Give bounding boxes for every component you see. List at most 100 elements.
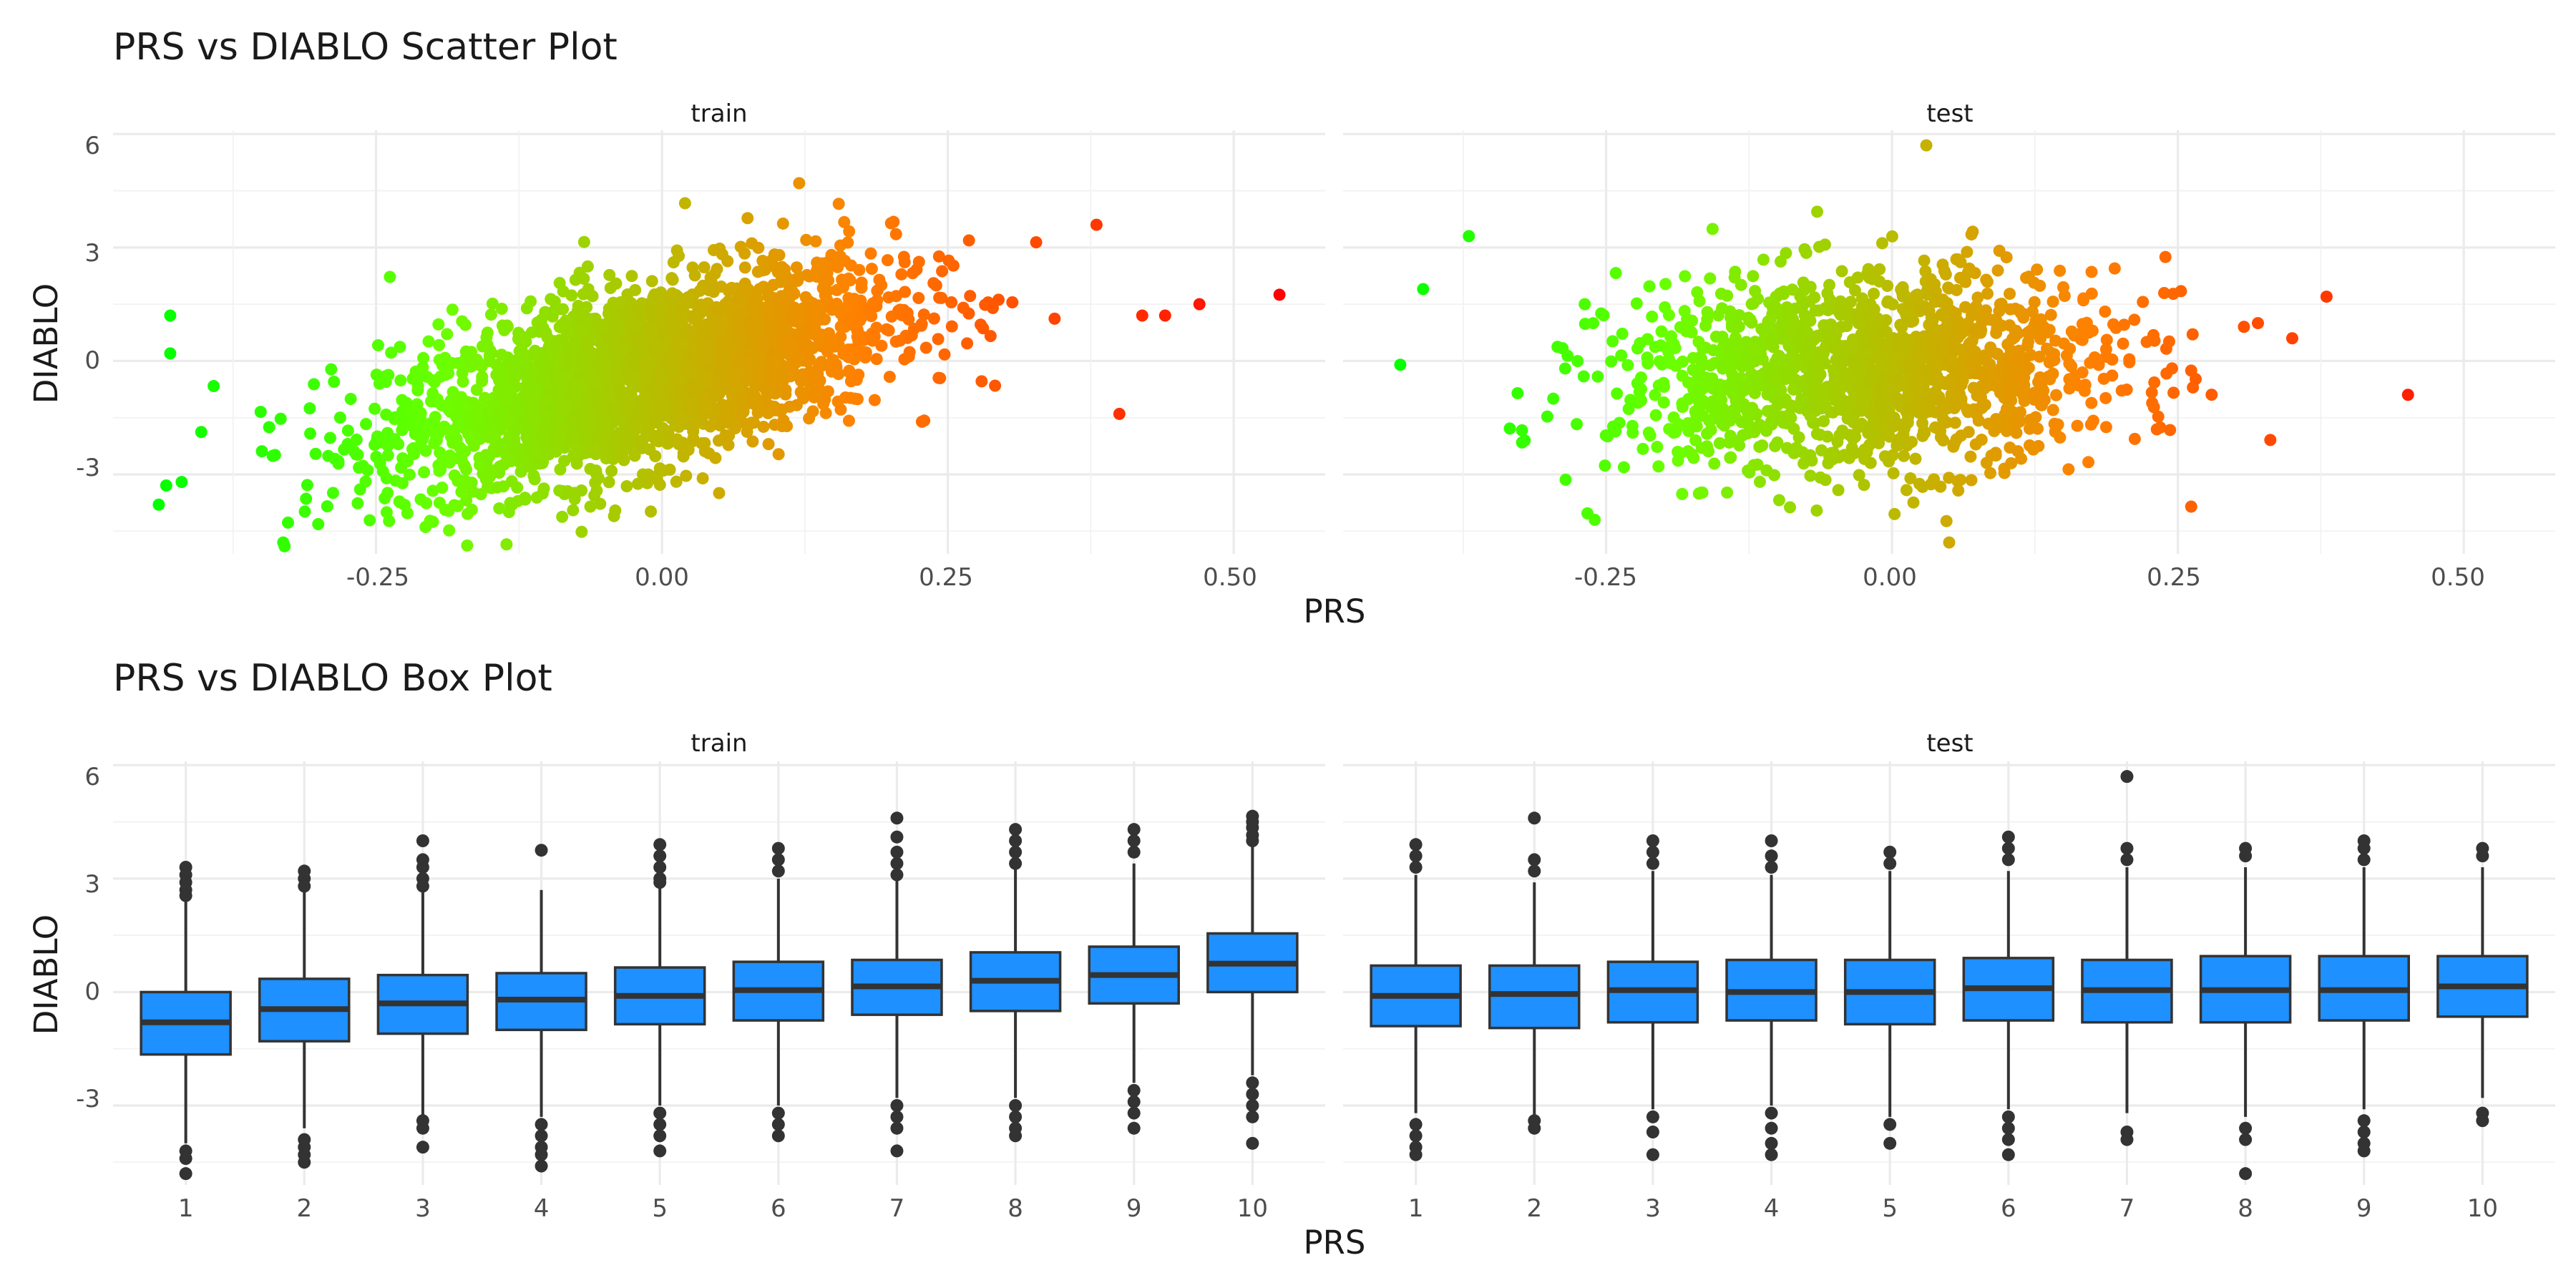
scatter-point: [1765, 335, 1778, 348]
scatter-point: [408, 448, 421, 461]
scatter-point: [1832, 484, 1845, 497]
box-y-tick-3: 3: [84, 870, 100, 899]
scatter-point: [426, 515, 439, 528]
scatter-point: [653, 479, 666, 492]
scatter-point: [2022, 270, 2035, 283]
scatter-point: [1896, 346, 1909, 359]
scatter-point: [1659, 278, 1672, 291]
scatter-point: [841, 313, 854, 326]
scatter-point: [741, 419, 754, 432]
box-outlier: [2357, 1126, 2371, 1138]
scatter-point: [945, 296, 958, 309]
scatter-point: [1776, 320, 1789, 333]
scatter-point: [1964, 450, 1977, 463]
scatter-point: [476, 374, 489, 387]
scatter-point: [938, 348, 951, 361]
box-x-ticks: 1 2 3 4 5 6 7 8 9 10 1 2 3 4 5 6 7 8 9 10: [178, 1194, 2498, 1223]
scatter-point: [495, 348, 508, 361]
scatter-point: [688, 269, 701, 282]
scatter-point: [844, 391, 857, 404]
scatter-point: [1955, 429, 1968, 442]
box-outlier: [2120, 770, 2134, 784]
scatter-point: [522, 438, 535, 451]
scatter-point: [1665, 330, 1678, 343]
scatter-point: [369, 402, 381, 415]
box-outlier: [2239, 849, 2253, 863]
scatter-point: [1935, 296, 1948, 308]
scatter-point: [308, 378, 321, 391]
box-x-tick-label: 2: [296, 1194, 312, 1223]
box-x-axis-label: PRS: [1304, 1224, 1366, 1262]
scatter-point: [278, 540, 291, 552]
scatter-point: [799, 341, 811, 353]
scatter-point: [572, 409, 585, 422]
box-outlier: [890, 1110, 904, 1123]
scatter-test-x-tick-025: 0.25: [2147, 563, 2201, 592]
scatter-point: [1944, 375, 1957, 388]
scatter-point: [1703, 375, 1716, 388]
box-outlier: [1009, 1129, 1023, 1143]
scatter-point: [2076, 366, 2089, 379]
scatter-point: [2023, 422, 2036, 435]
scatter-point: [567, 389, 580, 402]
scatter-point: [522, 403, 535, 416]
scatter-point: [1822, 457, 1835, 469]
scatter-point: [1753, 475, 1766, 488]
box-x-tick-label: 9: [2356, 1194, 2372, 1223]
scatter-point: [2185, 364, 2197, 377]
scatter-point: [1966, 354, 1979, 367]
scatter-point: [537, 482, 550, 495]
scatter-point: [2099, 343, 2112, 356]
scatter-point: [2401, 389, 2414, 401]
scatter-point: [698, 261, 711, 274]
scatter-point: [1657, 396, 1670, 409]
scatter-point: [1193, 298, 1206, 311]
scatter-point: [1948, 437, 1961, 450]
scatter-point: [1956, 374, 1969, 387]
scatter-point: [1783, 340, 1796, 353]
scatter-point: [1789, 400, 1802, 413]
scatter-point: [1030, 236, 1043, 249]
scatter-point: [1909, 452, 1922, 465]
box-outlier: [535, 844, 548, 857]
scatter-point: [462, 428, 475, 441]
scatter-test-x-tick-neg025: -0.25: [1574, 563, 1637, 592]
scatter-point: [568, 343, 581, 356]
scatter-point: [1747, 270, 1760, 283]
scatter-point: [1951, 318, 1963, 331]
scatter-point: [1797, 323, 1810, 336]
scatter-point: [1823, 293, 1836, 306]
scatter-point: [1924, 273, 1937, 286]
scatter-point: [675, 411, 688, 424]
scatter-point: [645, 326, 658, 339]
scatter-point: [2146, 396, 2159, 409]
scatter-point: [1928, 323, 1941, 336]
scatter-point: [1833, 403, 1846, 416]
scatter-point: [401, 507, 414, 519]
box-outlier: [1765, 1121, 1778, 1135]
scatter-point: [1687, 364, 1699, 376]
box-x-tick-label: 8: [1008, 1194, 1023, 1223]
scatter-point: [450, 396, 463, 409]
scatter-point: [2106, 369, 2119, 382]
scatter-point: [1971, 291, 1984, 304]
box-outlier: [1528, 853, 1541, 867]
scatter-point: [348, 445, 361, 458]
scatter-point: [1707, 343, 1719, 356]
scatter-point: [1676, 487, 1689, 500]
box-outlier: [653, 861, 667, 874]
scatter-point: [2167, 288, 2180, 301]
scatter-point: [598, 440, 611, 453]
scatter-point: [321, 500, 333, 513]
scatter-point: [2004, 303, 2016, 316]
scatter-point: [1979, 304, 1992, 317]
scatter-point: [509, 422, 522, 435]
scatter-point: [600, 428, 613, 441]
box-outlier: [1765, 1136, 1778, 1150]
scatter-point: [1858, 479, 1870, 492]
scatter-point: [1617, 461, 1630, 474]
box-outlier: [2239, 1133, 2253, 1146]
box-outlier: [1246, 1088, 1259, 1101]
scatter-point: [842, 414, 855, 427]
scatter-point: [1886, 364, 1899, 376]
